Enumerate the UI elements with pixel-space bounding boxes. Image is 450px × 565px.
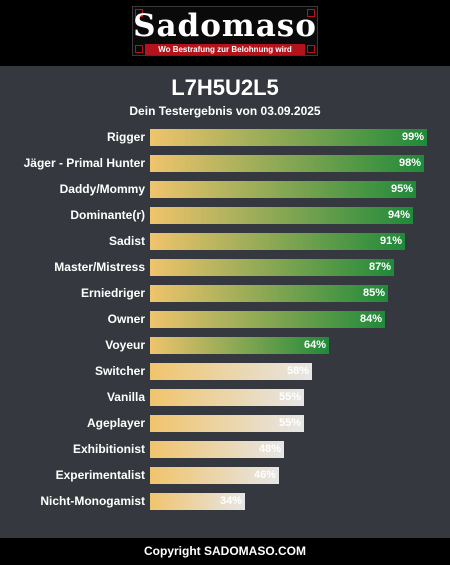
category-label: Erniedriger: [80, 286, 145, 300]
result-bar: 99%: [150, 129, 427, 146]
logo-corner-ornament: [135, 45, 143, 53]
result-bar: 95%: [150, 181, 416, 198]
result-bar: 84%: [150, 311, 385, 328]
result-bar: 87%: [150, 259, 394, 276]
result-bar: 58%: [150, 363, 312, 380]
bar-value-label: 48%: [258, 443, 281, 455]
bar-value-label: 95%: [390, 183, 413, 195]
category-label: Dominante(r): [70, 208, 145, 222]
bar-value-label: 87%: [368, 261, 391, 273]
category-label: Vanilla: [106, 390, 145, 404]
bar-value-label: 34%: [219, 495, 242, 507]
result-bar: 55%: [150, 415, 304, 432]
category-label: Ageplayer: [86, 416, 145, 430]
bar-value-label: 55%: [278, 391, 301, 403]
category-label: Sadist: [108, 234, 145, 248]
chart-title: L7H5U2L5: [171, 75, 279, 100]
bar-value-label: 91%: [379, 235, 402, 247]
category-label: Nicht-Monogamist: [40, 494, 145, 508]
copyright-text: Copyright SADOMASO.COM: [144, 544, 306, 558]
category-label: Experimentalist: [55, 468, 145, 482]
result-bar: 98%: [150, 155, 424, 172]
category-label: Rigger: [106, 130, 145, 144]
category-label: Master/Mistress: [54, 260, 145, 274]
category-label: Daddy/Mommy: [59, 182, 145, 196]
bar-value-label: 58%: [286, 365, 309, 377]
logo-wordmark: Sadomaso: [133, 8, 317, 44]
chart-subtitle: Dein Testergebnis von 03.09.2025: [129, 104, 321, 118]
bar-value-label: 85%: [362, 287, 385, 299]
result-bar: 55%: [150, 389, 304, 406]
header: Sadomaso Wo Bestrafung zur Belohnung wir…: [0, 0, 450, 66]
category-label: Switcher: [94, 364, 145, 378]
category-label: Exhibitionist: [73, 442, 145, 456]
bar-value-label: 94%: [387, 209, 410, 221]
category-label: Owner: [107, 312, 145, 326]
logo-corner-ornament: [135, 9, 143, 17]
category-label: Jäger - Primal Hunter: [23, 156, 145, 170]
result-bar: 48%: [150, 441, 284, 458]
logo-tagline: Wo Bestrafung zur Belohnung wird: [145, 44, 305, 55]
sadomaso-logo[interactable]: Sadomaso Wo Bestrafung zur Belohnung wir…: [132, 6, 318, 56]
result-bar: 94%: [150, 207, 413, 224]
footer: Copyright SADOMASO.COM: [0, 538, 450, 565]
result-bar: 91%: [150, 233, 405, 250]
bar-value-label: 84%: [359, 313, 382, 325]
bar-value-label: 55%: [278, 417, 301, 429]
bar-value-label: 98%: [398, 157, 421, 169]
result-bar: 34%: [150, 493, 245, 510]
bar-value-label: 46%: [253, 469, 276, 481]
logo-corner-ornament: [307, 45, 315, 53]
result-bar: 46%: [150, 467, 279, 484]
category-label: Voyeur: [105, 338, 145, 352]
result-bar: 85%: [150, 285, 388, 302]
logo-corner-ornament: [307, 9, 315, 17]
bar-value-label: 64%: [303, 339, 326, 351]
bar-value-label: 99%: [401, 131, 424, 143]
result-bar: 64%: [150, 337, 329, 354]
